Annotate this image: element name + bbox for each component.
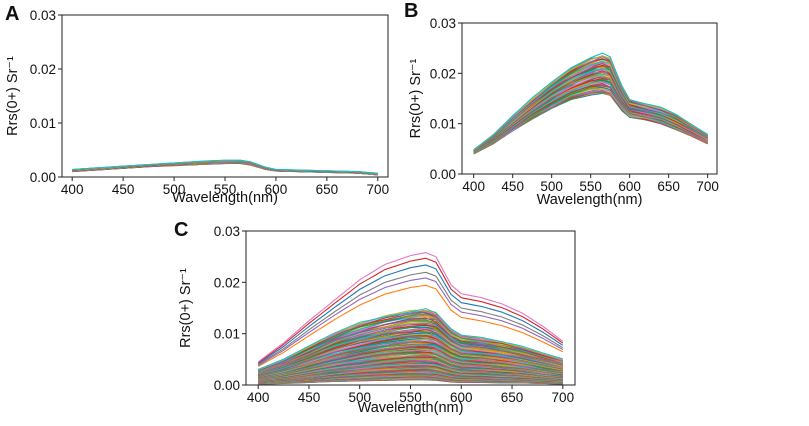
y-tick-label: 0.01 (430, 117, 456, 132)
y-tick-label: 0.01 (214, 327, 240, 342)
panel-letter-a: A (5, 3, 19, 25)
x-tick-label: 600 (450, 390, 473, 405)
y-tick-label: 0.00 (430, 167, 456, 182)
x-tick-label: 550 (214, 182, 237, 197)
panel-a: A 400 450 500 550 600 650 700 0.00 0.01 0.02 0.03 Wa… (5, 3, 389, 206)
spectrum-curve (258, 309, 563, 371)
spectrum-curve (72, 159, 378, 174)
spectrum-curve (258, 342, 563, 377)
y-tick-label: 0.02 (30, 62, 56, 77)
spectrum-curve-high (257, 271, 564, 366)
spectrum-curve-high (257, 277, 564, 366)
spectrum-curve (258, 308, 563, 370)
y-tick-label: 0.01 (30, 116, 56, 131)
x-tick-label: 650 (657, 179, 680, 194)
y-tick-label: 0.03 (430, 16, 456, 31)
x-tick-label: 700 (696, 179, 719, 194)
spectra-curves-a (72, 159, 378, 176)
x-tick-label: 700 (552, 390, 575, 405)
x-tick-label: 700 (367, 182, 390, 197)
y-tick-label: 0.00 (30, 170, 56, 185)
spectrum-curve (473, 69, 708, 152)
panel-c: C 400 450 500 550 600 650 700 0.00 0.01 0.02 0.03 Wa… (174, 219, 576, 416)
spectrum-curve-high (257, 284, 564, 367)
y-axis-label: Rrs(0+) Sr⁻¹ (178, 268, 194, 348)
spectrum-curve-high (257, 252, 564, 363)
x-tick-label: 400 (247, 390, 270, 405)
x-tick-label: 600 (618, 179, 641, 194)
y-tick-label: 0.02 (430, 66, 456, 81)
spectra-curves-c (257, 252, 564, 385)
x-axis-label: Wavelength(nm) (358, 400, 464, 416)
x-tick-label: 500 (540, 179, 563, 194)
x-tick-label: 400 (462, 179, 485, 194)
x-tick-label: 650 (501, 390, 524, 405)
spectrum-curve (473, 52, 708, 151)
x-tick-label: 450 (112, 182, 135, 197)
panel-letter-c: C (174, 219, 188, 241)
spectrum-curve-high (257, 264, 564, 365)
x-tick-label: 550 (399, 390, 422, 405)
plot-frame-b (461, 22, 718, 175)
spectra-curves-b (473, 52, 708, 155)
x-tick-label: 400 (61, 182, 84, 197)
y-axis-label: Rrs(0+) Sr⁻¹ (5, 56, 21, 136)
x-tick-label: 600 (265, 182, 288, 197)
y-tick-label: 0.00 (214, 378, 240, 393)
x-tick-label: 550 (579, 179, 602, 194)
x-tick-label: 500 (348, 390, 371, 405)
y-tick-label: 0.02 (214, 275, 240, 290)
x-tick-label: 450 (298, 390, 321, 405)
plot-frame-a (61, 14, 389, 178)
x-tick-label: 500 (163, 182, 186, 197)
y-tick-label: 0.03 (30, 8, 56, 23)
panel-b: B 400 450 500 550 600 650 700 0.00 0.01 0.02 0.03 Wa… (404, 0, 719, 208)
x-tick-label: 650 (316, 182, 339, 197)
x-axis-label: Wavelength(nm) (172, 190, 278, 206)
panel-letter-b: B (404, 0, 418, 22)
x-tick-label: 450 (501, 179, 524, 194)
spectrum-curve-high (257, 257, 564, 364)
spectrum-curve (72, 162, 378, 176)
y-axis-label: Rrs(0+) Sr⁻¹ (408, 58, 424, 138)
y-tick-label: 0.03 (214, 224, 240, 239)
x-axis-label: Wavelength(nm) (537, 192, 643, 208)
